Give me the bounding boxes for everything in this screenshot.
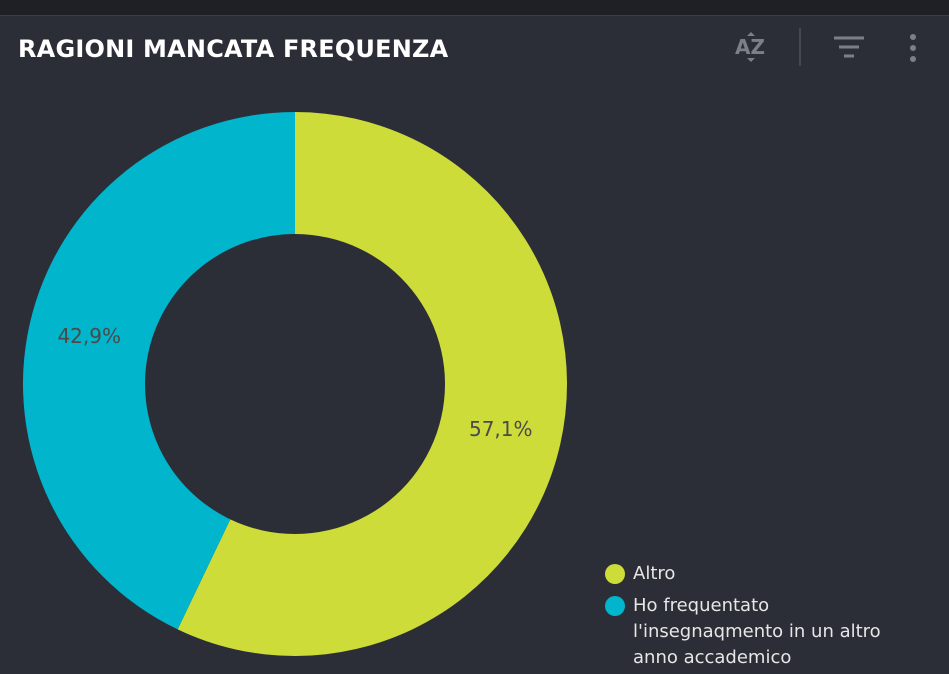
legend-label: Altro [633, 563, 676, 584]
legend-swatch [605, 564, 625, 584]
filter-icon[interactable] [834, 36, 864, 58]
legend-label: Ho frequentato l'insegnaqmento in un alt… [633, 595, 881, 668]
menu-icon[interactable] [910, 34, 916, 62]
legend-swatch [605, 596, 625, 616]
slice-label: 57,1% [469, 417, 533, 441]
donut-slice [23, 112, 296, 630]
donut-slice [177, 112, 568, 656]
slice-label: 42,9% [57, 324, 121, 348]
sort-az-icon[interactable]: AZ [735, 32, 765, 62]
svg-text:AZ: AZ [735, 35, 765, 59]
widget-title: RAGIONI MANCATA FREQUENZA [18, 35, 449, 63]
